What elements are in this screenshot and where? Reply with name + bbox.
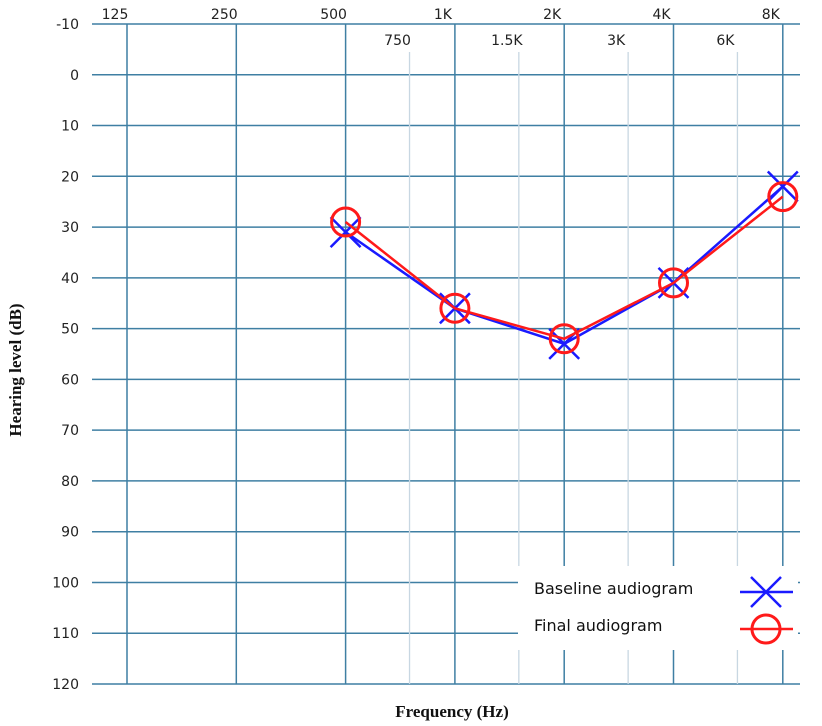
y-tick-label: 110 — [52, 626, 79, 642]
y-tick-label: 0 — [70, 68, 79, 84]
final-point — [330, 206, 362, 238]
y-tick-label: 40 — [61, 271, 79, 287]
y-tick-label: 30 — [61, 220, 79, 236]
x-tick-label: 125 — [102, 7, 129, 23]
x-tick-label: 500 — [320, 7, 347, 23]
y-tick-label: 90 — [61, 525, 79, 541]
legend-label-baseline: Baseline audiogram — [534, 579, 693, 598]
x-tick-label-minor: 3K — [607, 33, 626, 49]
y-tick-label: 80 — [61, 474, 79, 490]
legend-marker-final — [750, 613, 782, 645]
x-tick-label-minor: 750 — [384, 33, 411, 49]
y-tick-labels: -10 0 10 20 30 40 50 60 70 80 90 100 110 120 — [52, 17, 79, 693]
baseline-point — [766, 170, 799, 203]
y-tick-label: 10 — [61, 119, 79, 135]
baseline-point — [329, 216, 362, 249]
series — [329, 170, 799, 360]
y-tick-label: 20 — [61, 169, 79, 185]
y-tick-label: -10 — [56, 17, 79, 33]
marker-x-stroke — [750, 576, 782, 608]
x-tick-label-minor: 6K — [716, 33, 735, 49]
legend-background — [518, 566, 798, 650]
y-tick-label: 100 — [52, 575, 79, 591]
final-point — [439, 292, 471, 324]
marker-x-stroke — [329, 216, 362, 249]
legend-label-final: Final audiogram — [534, 616, 662, 635]
final-point — [658, 267, 689, 299]
y-tick-label: 120 — [52, 677, 79, 693]
x-tick-label: 250 — [211, 7, 238, 23]
legend: Baseline audiogram Final audiogram — [518, 566, 798, 650]
marker-x-stroke — [766, 170, 799, 203]
x-tick-label: 2K — [543, 7, 562, 23]
y-axis-title: Hearing level (dB) — [6, 303, 25, 436]
final-point — [548, 323, 580, 355]
y-tick-label: 60 — [61, 372, 79, 388]
final-point — [767, 181, 799, 213]
x-tick-label: 4K — [652, 7, 671, 23]
x-tick-label: 8K — [762, 7, 781, 23]
series-line-final — [344, 195, 784, 341]
y-tick-label: 70 — [61, 423, 79, 439]
x-tick-label: 1K — [434, 7, 453, 23]
x-axis-title: Frequency (Hz) — [395, 702, 508, 721]
x-tick-label-minor: 1.5K — [491, 33, 523, 49]
legend-marker-baseline — [750, 576, 782, 608]
x-tick-labels: 750 1.5K 3K 6K 125 250 500 1K 2K 4K 8K — [102, 7, 781, 49]
y-tick-label: 50 — [61, 322, 79, 338]
